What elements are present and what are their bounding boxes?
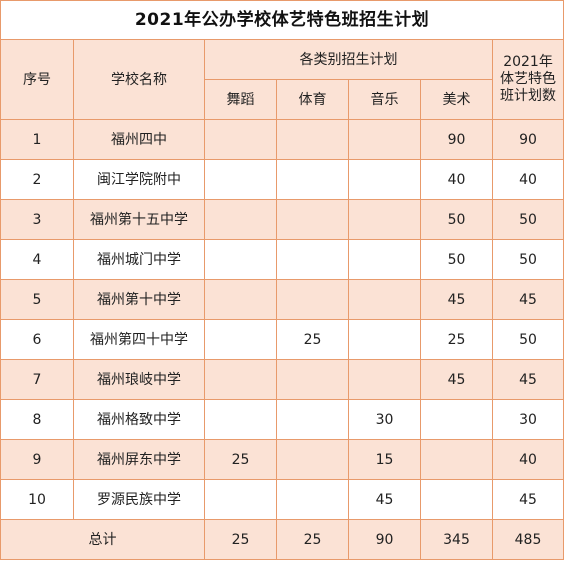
cell-seq: 1 <box>0 119 74 160</box>
cell-school: 福州第四十中学 <box>73 319 205 360</box>
cell-seq: 9 <box>0 439 74 480</box>
cell-seq: 6 <box>0 319 74 360</box>
summary-sports: 25 <box>276 519 349 560</box>
cell-school: 福州屏东中学 <box>73 439 205 480</box>
cell-music <box>348 359 421 400</box>
cell-sports <box>276 439 349 480</box>
cell-sports <box>276 279 349 320</box>
header-category-group: 各类别招生计划 <box>204 39 493 80</box>
cell-art: 45 <box>420 279 493 320</box>
cell-sports <box>276 239 349 280</box>
cell-music: 45 <box>348 479 421 520</box>
cell-sports <box>276 199 349 240</box>
cell-dance <box>204 199 277 240</box>
cell-sports <box>276 359 349 400</box>
cell-total: 45 <box>491 479 564 520</box>
cell-total: 90 <box>491 119 564 160</box>
cell-music <box>348 199 421 240</box>
cell-art: 40 <box>420 159 493 200</box>
cell-sports <box>276 479 349 520</box>
table-title: 2021年公办学校体艺特色班招生计划 <box>0 0 564 40</box>
cell-seq: 10 <box>0 479 74 520</box>
cell-sports <box>276 119 349 160</box>
cell-seq: 3 <box>0 199 74 240</box>
cell-total: 45 <box>491 279 564 320</box>
summary-label: 总计 <box>0 519 205 560</box>
summary-dance: 25 <box>204 519 277 560</box>
header-sports: 体育 <box>276 79 349 120</box>
cell-art <box>420 399 493 440</box>
table-row: 10 罗源民族中学 45 45 <box>0 479 564 520</box>
table-row: 7 福州琅岐中学 45 45 <box>0 359 564 400</box>
header-art: 美术 <box>420 79 493 120</box>
cell-school: 福州琅岐中学 <box>73 359 205 400</box>
header-total-plan-label: 2021年体艺特色班计划数 <box>500 54 556 104</box>
cell-dance: 25 <box>204 439 277 480</box>
table-row: 4 福州城门中学 50 50 <box>0 239 564 280</box>
cell-music <box>348 119 421 160</box>
cell-dance <box>204 239 277 280</box>
header-dance: 舞蹈 <box>204 79 277 120</box>
cell-dance <box>204 359 277 400</box>
cell-music <box>348 239 421 280</box>
cell-art: 25 <box>420 319 493 360</box>
cell-dance <box>204 399 277 440</box>
cell-art: 50 <box>420 239 493 280</box>
cell-art <box>420 479 493 520</box>
cell-art: 90 <box>420 119 493 160</box>
cell-sports <box>276 159 349 200</box>
cell-dance <box>204 319 277 360</box>
cell-dance <box>204 279 277 320</box>
cell-seq: 2 <box>0 159 74 200</box>
summary-total: 485 <box>491 519 564 560</box>
cell-seq: 4 <box>0 239 74 280</box>
table-row: 8 福州格致中学 30 30 <box>0 399 564 440</box>
cell-school: 闽江学院附中 <box>73 159 205 200</box>
cell-music: 15 <box>348 439 421 480</box>
cell-art <box>420 439 493 480</box>
cell-total: 40 <box>491 159 564 200</box>
header-school: 学校名称 <box>73 39 205 120</box>
cell-music <box>348 159 421 200</box>
table-row: 5 福州第十中学 45 45 <box>0 279 564 320</box>
cell-school: 福州城门中学 <box>73 239 205 280</box>
table-row: 6 福州第四十中学 25 25 50 <box>0 319 564 360</box>
cell-school: 罗源民族中学 <box>73 479 205 520</box>
cell-music: 30 <box>348 399 421 440</box>
summary-row: 总计 25 25 90 345 485 <box>0 519 564 560</box>
header-total-plan: 2021年体艺特色班计划数 <box>491 39 564 120</box>
cell-total: 50 <box>491 319 564 360</box>
cell-dance <box>204 479 277 520</box>
table-row: 2 闽江学院附中 40 40 <box>0 159 564 200</box>
cell-total: 45 <box>491 359 564 400</box>
cell-music <box>348 319 421 360</box>
cell-art: 50 <box>420 199 493 240</box>
cell-school: 福州格致中学 <box>73 399 205 440</box>
summary-music: 90 <box>348 519 421 560</box>
table-row: 1 福州四中 90 90 <box>0 119 564 160</box>
cell-seq: 8 <box>0 399 74 440</box>
cell-seq: 7 <box>0 359 74 400</box>
table-row: 9 福州屏东中学 25 15 40 <box>0 439 564 480</box>
cell-total: 50 <box>491 239 564 280</box>
summary-art: 345 <box>420 519 493 560</box>
header-music: 音乐 <box>348 79 421 120</box>
cell-school: 福州第十五中学 <box>73 199 205 240</box>
cell-music <box>348 279 421 320</box>
cell-sports <box>276 399 349 440</box>
cell-sports: 25 <box>276 319 349 360</box>
cell-total: 50 <box>491 199 564 240</box>
header-seq: 序号 <box>0 39 74 120</box>
cell-art: 45 <box>420 359 493 400</box>
cell-seq: 5 <box>0 279 74 320</box>
cell-total: 40 <box>491 439 564 480</box>
cell-dance <box>204 159 277 200</box>
cell-total: 30 <box>491 399 564 440</box>
cell-school: 福州第十中学 <box>73 279 205 320</box>
cell-school: 福州四中 <box>73 119 205 160</box>
cell-dance <box>204 119 277 160</box>
table-row: 3 福州第十五中学 50 50 <box>0 199 564 240</box>
